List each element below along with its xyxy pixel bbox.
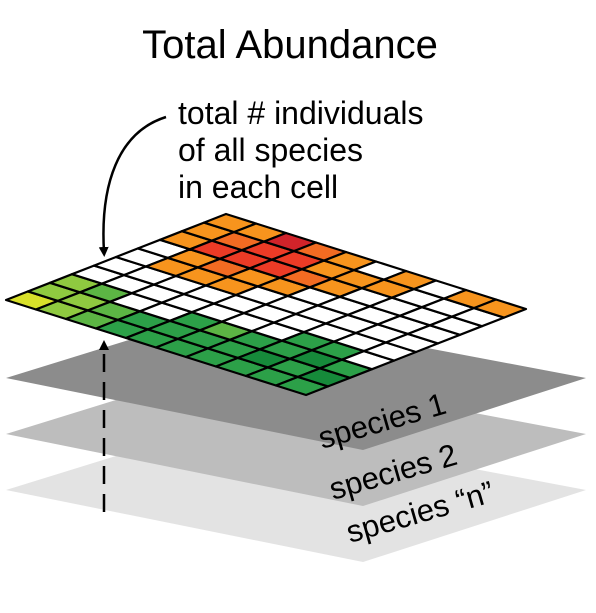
grid-cell xyxy=(472,298,528,319)
abundance-grid xyxy=(4,212,528,397)
annotation-arrow xyxy=(98,115,167,257)
annotation-line-3: in each cell xyxy=(178,169,338,205)
annotation-line-2: of all species xyxy=(178,132,363,168)
annotation: total # individuals of all species in ea… xyxy=(178,95,423,205)
annotation-line-1: total # individuals xyxy=(178,95,423,131)
page-title: Total Abundance xyxy=(142,23,438,67)
